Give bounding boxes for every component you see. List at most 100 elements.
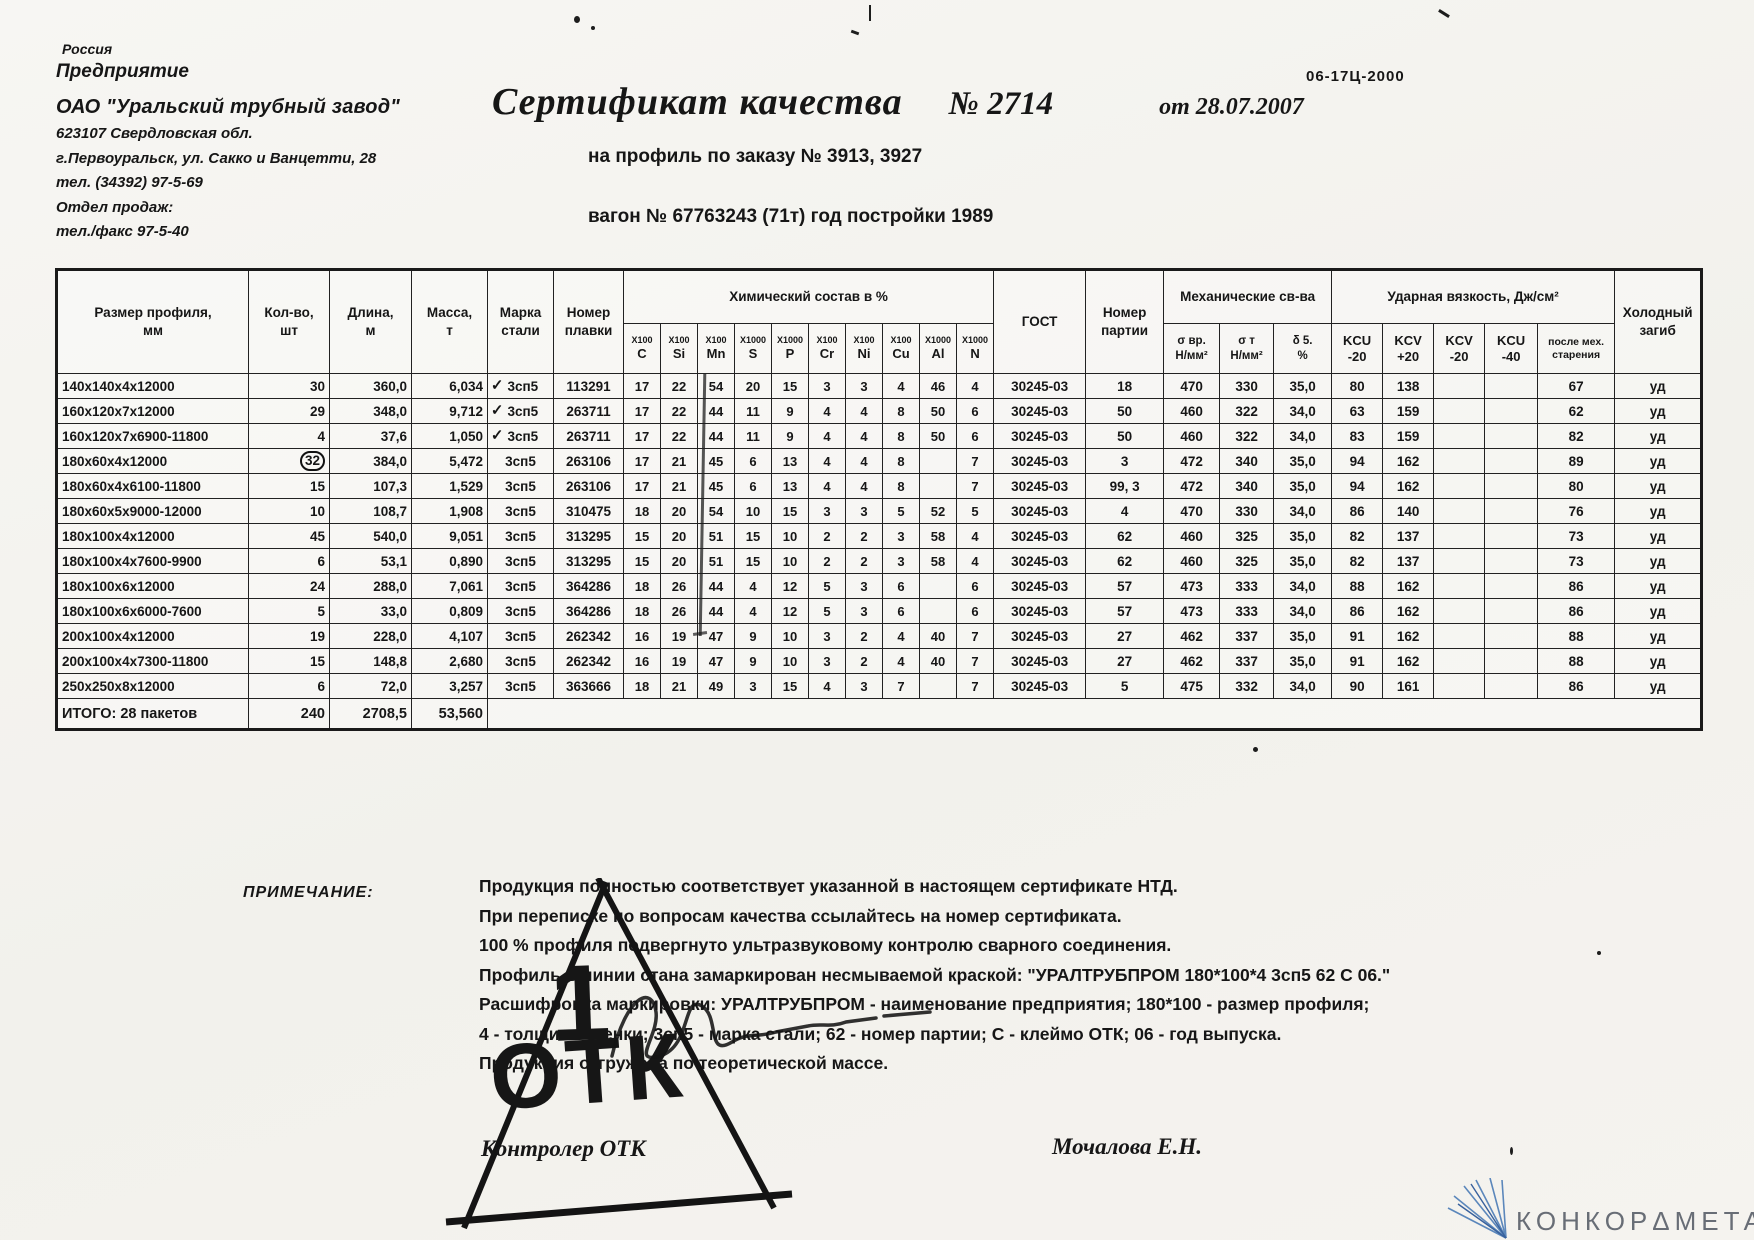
- cell-batch: 18: [1085, 373, 1165, 399]
- letterhead-fax: тел./факс 97-5-40: [56, 223, 189, 241]
- cell-delta: 35,0: [1273, 448, 1333, 474]
- cell-sigma_v: 460: [1163, 523, 1221, 549]
- cell-sigma_v: 460: [1163, 423, 1221, 449]
- cell-chem-8: 58: [919, 548, 957, 574]
- cell-chem-4: 9: [771, 398, 809, 424]
- cell-grade: ✓ 3сп5: [487, 373, 554, 399]
- cell-kcu_m20: 86: [1331, 598, 1384, 624]
- cell-chem-6: 3: [845, 673, 883, 699]
- cell-batch: 50: [1085, 398, 1165, 424]
- cell-sigma_t: 330: [1219, 373, 1275, 399]
- header-mech-0: σ вр. Н/мм²: [1163, 323, 1221, 374]
- cell-chem-4: 9: [771, 423, 809, 449]
- cell-size: 250x250x8x12000: [56, 673, 249, 699]
- cell-size: 200x100x4x12000: [56, 623, 249, 649]
- cell-sigma_t: 337: [1219, 623, 1275, 649]
- cell-sigma_v: 475: [1163, 673, 1221, 699]
- cell-chem-5: 5: [808, 598, 846, 624]
- cell-batch: 27: [1085, 648, 1165, 674]
- cell-chem-1: 21: [660, 473, 698, 499]
- cell-chem-7: 4: [882, 623, 920, 649]
- cell-length: 37,6: [329, 423, 412, 449]
- cell-qty: 5: [248, 598, 330, 624]
- cell-chem-5: 3: [808, 623, 846, 649]
- cell-chem-6: 4: [845, 473, 883, 499]
- cell-chem-8: [919, 473, 957, 499]
- cell-gost: 30245-03: [993, 673, 1087, 699]
- header-impact-4: после мех. старения: [1537, 323, 1616, 374]
- header-mech-group: Механические св-ва: [1163, 269, 1333, 324]
- cell-mass: 3,257: [411, 673, 488, 699]
- cell-chem-5: 3: [808, 373, 846, 399]
- cell-chem-8: [919, 448, 957, 474]
- cell-chem-8: [919, 598, 957, 624]
- cell-aging: 67: [1537, 373, 1616, 399]
- cell-chem-2: 44: [697, 598, 735, 624]
- cell-length: 384,0: [329, 448, 412, 474]
- cell-sigma_v: 472: [1163, 473, 1221, 499]
- cell-batch: 57: [1085, 598, 1165, 624]
- cell-grade: 3сп5: [487, 648, 554, 674]
- controller-name: Мочалова Е.Н.: [1052, 1134, 1203, 1159]
- cell-kcu_m40: [1484, 398, 1539, 424]
- cell-chem-1: 22: [660, 373, 698, 399]
- cell-size: 180x100x4x7600-9900: [56, 548, 249, 574]
- cell-sigma_t: 322: [1219, 423, 1275, 449]
- totals-empty: [486, 698, 1702, 730]
- cell-bend: уд: [1614, 548, 1703, 574]
- cell-bend: уд: [1614, 623, 1703, 649]
- cell-kcv_p20: 159: [1382, 398, 1435, 424]
- cell-chem-4: 15: [771, 373, 809, 399]
- cell-size: 180x60x4x6100-11800: [56, 473, 249, 499]
- cell-chem-4: 12: [771, 573, 809, 599]
- scan-speck: [1510, 1147, 1513, 1155]
- table-row: 200x100x4x12000 19 228,0 4,107 3сп5 262342 16 1…: [56, 623, 1703, 649]
- letterhead-address-street: г.Первоуральск, ул. Сакко и Ванцетти, 28: [56, 149, 377, 167]
- cell-kcv_m20: [1433, 648, 1486, 674]
- cell-chem-1: 22: [660, 398, 698, 424]
- cell-gost: 30245-03: [993, 373, 1087, 399]
- cell-chem-5: 5: [808, 573, 846, 599]
- cell-chem-8: [919, 573, 957, 599]
- cell-chem-1: 26: [660, 598, 698, 624]
- cell-kcu_m20: 86: [1331, 498, 1384, 524]
- cell-heat: 364286: [553, 573, 624, 599]
- cell-chem-9: 6: [955, 573, 995, 599]
- cell-chem-3: 15: [734, 548, 772, 574]
- cell-gost: 30245-03: [993, 548, 1087, 574]
- note-lines: Продукция полностью соответствует указан…: [479, 872, 1390, 1079]
- cell-qty: 4: [248, 423, 330, 449]
- cell-bend: уд: [1614, 373, 1703, 399]
- scan-speck: [1597, 951, 1601, 955]
- header-chem-Cu: Х100 Cu: [882, 323, 920, 374]
- letterhead: Россия Предприятие ОАО "Уральский трубны…: [56, 41, 400, 241]
- cell-chem-0: 18: [623, 598, 661, 624]
- cell-bend: уд: [1614, 448, 1703, 474]
- cell-gost: 30245-03: [993, 498, 1087, 524]
- cell-aging: 89: [1537, 448, 1616, 474]
- cell-chem-6: 2: [845, 548, 883, 574]
- cell-chem-6: 4: [845, 448, 883, 474]
- cell-heat: 313295: [553, 548, 624, 574]
- cell-kcu_m20: 90: [1331, 673, 1384, 699]
- cell-chem-9: 6: [955, 423, 995, 449]
- cell-kcu_m40: [1484, 448, 1539, 474]
- cell-kcv_m20: [1433, 623, 1486, 649]
- cell-grade: 3сп5: [487, 598, 554, 624]
- header-chem-Si: Х100 Si: [660, 323, 698, 374]
- header-mech-2: δ 5. %: [1273, 323, 1333, 374]
- cell-heat: 310475: [553, 498, 624, 524]
- cell-chem-6: 3: [845, 573, 883, 599]
- cell-gost: 30245-03: [993, 473, 1087, 499]
- cell-kcu_m40: [1484, 623, 1539, 649]
- cell-kcv_m20: [1433, 548, 1486, 574]
- header-chem-N: Х1000 N: [955, 323, 995, 374]
- letterhead-sales-dept: Отдел продаж:: [56, 198, 174, 216]
- cell-chem-1: 26: [660, 573, 698, 599]
- cell-batch: 50: [1085, 423, 1165, 449]
- cell-mass: 1,908: [411, 498, 488, 524]
- cell-chem-7: 8: [882, 423, 920, 449]
- cell-aging: 62: [1537, 398, 1616, 424]
- cell-chem-4: 15: [771, 498, 809, 524]
- cell-batch: 5: [1085, 673, 1165, 699]
